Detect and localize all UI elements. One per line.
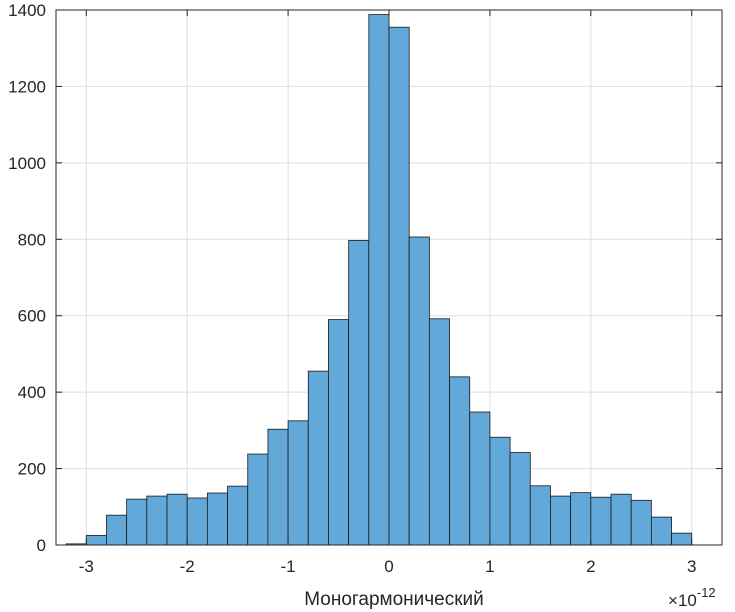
histogram-bar [428,318,450,546]
x-tick-label: -1 [281,557,296,576]
histogram-bar [550,495,572,546]
y-tick-label: 800 [18,230,46,249]
x-tick-label: 2 [586,557,595,576]
histogram-bar [570,492,592,546]
x-tick-label: 1 [485,557,494,576]
y-tick-label: 1400 [8,1,46,20]
x-exponent-label: ×10-12 [668,585,716,610]
histogram-bar [328,319,350,546]
y-tick-label: 400 [18,383,46,402]
histogram-bar [469,411,491,546]
histogram-bar [590,496,612,546]
x-tick-label: 0 [384,557,393,576]
histogram-bar [408,236,430,546]
y-tick-label: 200 [18,460,46,479]
histogram-bar [247,453,269,546]
histogram-bar [307,370,329,546]
histogram-bar [348,240,370,546]
y-ticks: 0 200 400 600 800 1000 1200 1400 [8,1,722,555]
histogram-bar [529,485,551,546]
histogram-bar [126,498,148,546]
histogram-bar [206,492,228,546]
x-ticks: -3 -2 -1 0 1 2 3 [79,10,696,576]
histogram-bar [368,14,390,546]
histogram-bar [85,535,107,546]
histogram-bar [227,485,249,546]
x-exponent-power: -12 [697,585,716,600]
histogram-bar [650,516,672,546]
x-tick-label: -3 [79,557,94,576]
y-tick-label: 1200 [8,77,46,96]
x-axis-label: Моногармонический [304,589,484,610]
histogram-bar [186,497,208,546]
x-tick-label: -2 [180,557,195,576]
histogram-bar [287,420,309,546]
histogram-bar [388,26,410,546]
histogram-bar [146,495,168,546]
bars [65,14,693,546]
histogram-bar [489,436,511,546]
y-tick-label: 1000 [8,154,46,173]
y-tick-label: 0 [37,536,46,555]
histogram-bar [106,514,128,546]
histogram-bar [671,532,693,546]
histogram-bar [509,452,531,546]
histogram-bar [449,376,471,546]
histogram-bar [630,499,652,546]
x-exponent-prefix: × [668,591,678,610]
x-tick-label: 3 [687,557,696,576]
x-exponent-base: 10 [678,591,697,610]
y-tick-label: 600 [18,307,46,326]
histogram-bar [267,428,289,546]
histogram-bar [610,493,632,546]
histogram-bar [166,493,188,546]
